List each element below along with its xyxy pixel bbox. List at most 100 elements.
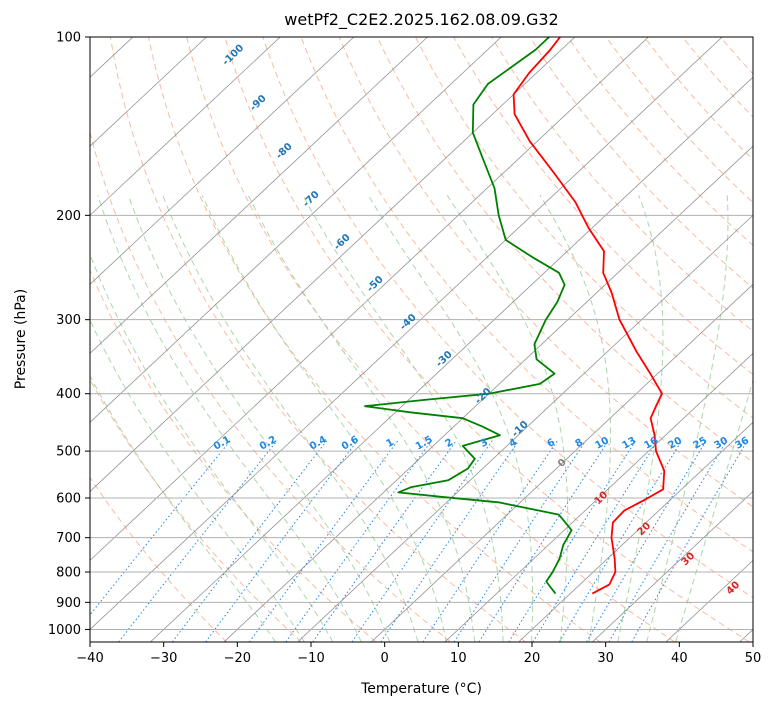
mixing-ratio-label: 25 [691, 435, 709, 452]
mixing-ratio-line [90, 440, 231, 616]
mixing-ratio-label: 10 [593, 435, 611, 452]
dry-adiabat-line [148, 37, 601, 642]
x-tick-label: −20 [224, 651, 251, 666]
mixing-ratio-line [312, 440, 457, 642]
isotherm-line [444, 352, 753, 642]
mixing-ratio-label: 20 [666, 435, 684, 452]
isotherm-line [90, 37, 207, 147]
moist-adiabat-line [97, 195, 362, 642]
dry-adiabat-line [682, 37, 753, 118]
mixing-ratio-label: 0.2 [258, 434, 279, 452]
dry-adiabat-line [300, 37, 753, 553]
isotherm-label: 20 [636, 521, 654, 539]
moist-adiabat-line [90, 375, 277, 642]
isotherm-label: -90 [248, 93, 269, 113]
mixing-ratio-line [532, 440, 659, 642]
isotherm-line [90, 37, 428, 354]
mixing-ratio-line [205, 440, 358, 642]
isotherm-line [297, 214, 753, 642]
y-tick-label: 500 [56, 445, 81, 460]
y-tick-label: 400 [56, 387, 81, 402]
chart-title: wetPf2_C2E2.2025.162.08.09.G32 [284, 10, 558, 30]
isotherm-line [518, 421, 753, 642]
plot-frame [89, 36, 754, 643]
dewpoint-trace [364, 37, 573, 595]
y-tick-label: 1000 [48, 623, 81, 638]
mixing-ratio-label: 8 [573, 437, 585, 450]
isotherm-line [150, 76, 753, 642]
y-tick-label: 600 [56, 492, 81, 507]
dry-adiabat-line [453, 37, 753, 376]
dry-adiabat-line [224, 37, 750, 642]
grid-lines [90, 36, 753, 630]
dry-adiabat-line [90, 130, 452, 642]
mixing-ratio-label: 1 [384, 437, 396, 450]
mixing-ratio-line [422, 440, 558, 642]
dry-adiabat-line [567, 37, 753, 246]
isotherm-line [90, 37, 281, 216]
mixing-ratio-line [586, 440, 707, 642]
moist-adiabat-line [201, 195, 447, 642]
mixing-ratio-line [608, 440, 728, 642]
x-tick-label: −10 [297, 651, 324, 666]
mixing-ratio-line [118, 440, 278, 642]
isotherm-line [90, 37, 576, 492]
temperature-trace [512, 37, 666, 595]
moist-adiabat-line [90, 319, 305, 642]
dry-adiabat-line [109, 37, 526, 642]
moist-adiabat-line [646, 195, 729, 642]
mixing-ratio-label: 0.4 [308, 434, 329, 452]
x-tick-label: −30 [150, 651, 177, 666]
dry-adiabat-line [376, 37, 753, 463]
x-axis-ticks: −40 −30 −20 −10 0 10 20 30 40 50 [76, 642, 761, 666]
moist-adiabat-line [90, 252, 334, 642]
mixing-ratio-line [171, 440, 328, 642]
isotherm-label: 40 [725, 580, 743, 598]
mixing-ratio-label: 3 [478, 437, 490, 450]
x-axis-label: Temperature (°C) [360, 681, 482, 697]
moist-adiabat-line [617, 195, 664, 642]
isotherm-line [665, 559, 753, 642]
dry-adiabat-line [491, 37, 753, 332]
dry-adiabat-line [90, 268, 377, 642]
mixing-ratio-line [453, 440, 587, 642]
mixing-ratio-label: 2 [443, 437, 455, 450]
mixing-ratio-label: 4 [507, 437, 519, 450]
sounding-traces [364, 37, 666, 595]
isotherm-label: -50 [365, 274, 386, 294]
moist-adiabat-line [247, 195, 476, 642]
x-tick-label: 30 [597, 651, 614, 666]
mixing-ratio-line [508, 440, 637, 642]
isotherm-line [592, 490, 753, 642]
y-axis-ticks: 100 200 300 400 500 600 700 800 900 1000 [48, 31, 90, 638]
isotherm-label: -70 [301, 189, 322, 209]
mixing-ratio-line [351, 440, 493, 642]
y-tick-label: 200 [56, 209, 81, 224]
dry-adiabat-line [605, 37, 753, 204]
dry-adiabat-line [338, 37, 753, 508]
isotherm-label: -30 [434, 349, 455, 369]
y-axis-label: Pressure (hPa) [13, 289, 29, 389]
moist-adiabat-line [367, 195, 534, 642]
isotherm-label: -20 [473, 386, 494, 406]
isotherm-line [90, 37, 502, 423]
x-tick-label: 10 [450, 651, 467, 666]
mixing-ratio-label: 30 [712, 435, 730, 452]
mixing-ratio-label: 6 [545, 437, 557, 450]
dry-adiabat-line [186, 37, 676, 642]
mixing-ratio-label: 13 [620, 435, 638, 452]
moist-adiabat-line [539, 195, 611, 642]
y-tick-label: 700 [56, 531, 81, 546]
dry-adiabat-line [529, 37, 753, 289]
mixing-ratio-line [558, 440, 683, 642]
y-tick-label: 900 [56, 596, 81, 611]
mixing-ratio-label: 0.1 [212, 434, 233, 452]
y-tick-label: 800 [56, 566, 81, 581]
y-tick-label: 300 [56, 313, 81, 328]
dry-adiabat-line [262, 37, 753, 599]
mixing-ratio-line [285, 440, 433, 642]
isotherm-line [371, 283, 753, 642]
isotherm-line [0, 37, 59, 642]
x-tick-label: 40 [671, 651, 688, 666]
